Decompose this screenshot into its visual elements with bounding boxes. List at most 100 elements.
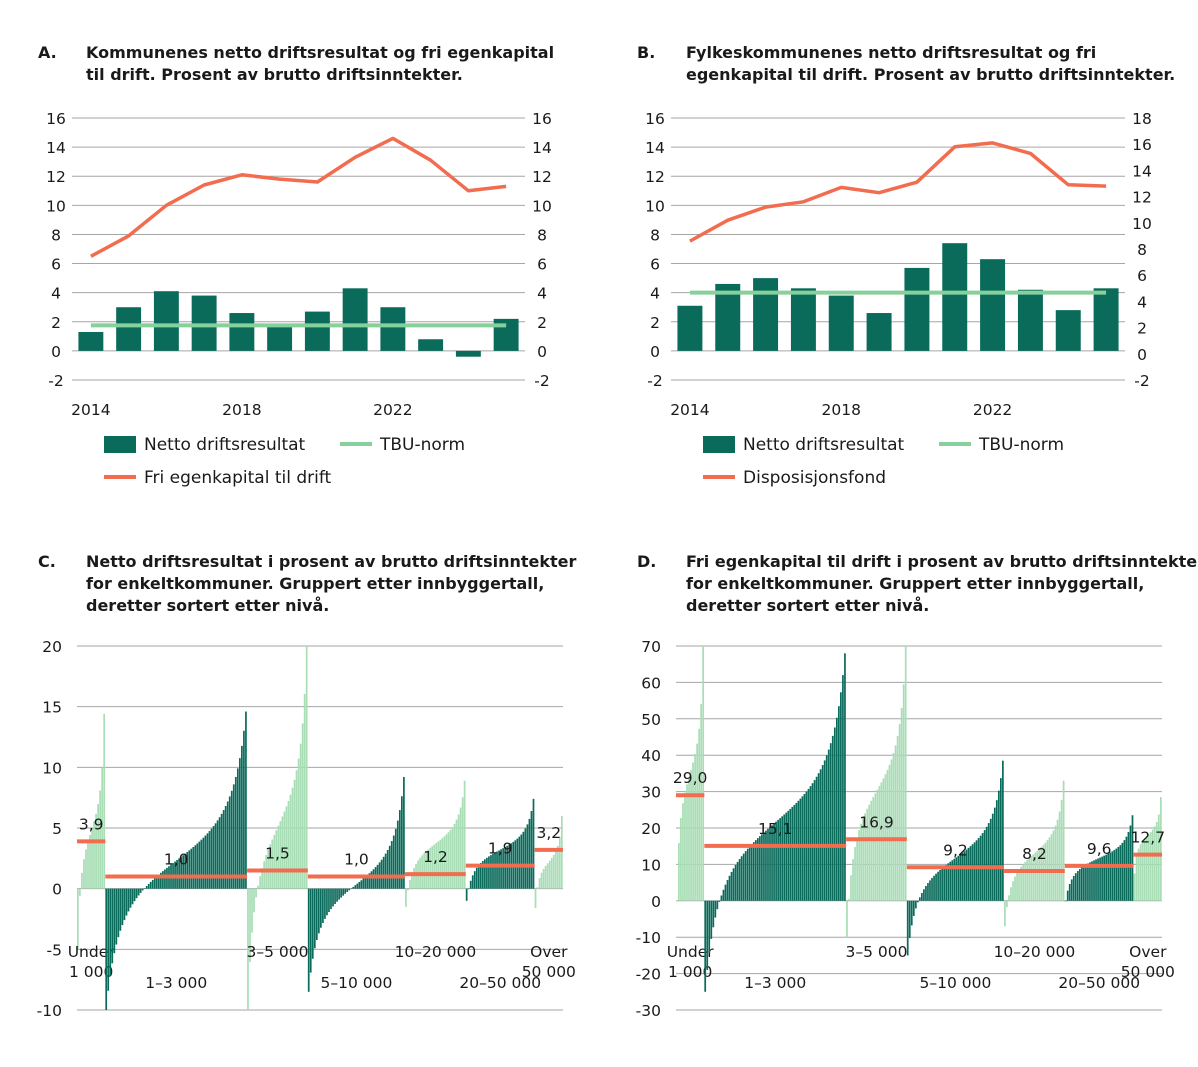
bar-kommune bbox=[704, 900, 707, 992]
bar-kommune bbox=[1032, 854, 1035, 901]
bar-kommune bbox=[874, 793, 877, 901]
bar-kommune bbox=[1117, 847, 1120, 901]
y-tick-right: 14 bbox=[1132, 162, 1152, 180]
mean-label: 9,6 bbox=[1087, 840, 1112, 858]
y-tick: 0 bbox=[52, 881, 62, 899]
bar-kommune bbox=[137, 888, 140, 896]
bar-kommune bbox=[125, 888, 128, 916]
bar-kommune bbox=[423, 853, 425, 889]
bar-kommune bbox=[285, 806, 288, 889]
bar-kommune bbox=[542, 868, 545, 889]
bar-kommune bbox=[742, 853, 745, 901]
bar-kommune bbox=[916, 900, 919, 903]
y-tick-right: 8 bbox=[1137, 241, 1147, 259]
bar-kommune bbox=[939, 869, 941, 901]
bar-kommune bbox=[991, 813, 994, 901]
y-tick-right: 8 bbox=[537, 226, 547, 244]
y-tick: -30 bbox=[636, 1002, 661, 1020]
bar-kommune bbox=[878, 786, 881, 901]
bar-kommune bbox=[89, 834, 91, 889]
bar-kommune bbox=[744, 851, 747, 901]
bar-kommune bbox=[752, 842, 755, 901]
bar-kommune bbox=[1074, 873, 1077, 901]
bar-kommune bbox=[722, 889, 725, 901]
bar-kommune bbox=[789, 808, 792, 901]
bar-kommune bbox=[765, 830, 767, 901]
bar-kommune bbox=[785, 812, 788, 901]
bar-kommune bbox=[295, 770, 298, 889]
y-tick: -10 bbox=[636, 929, 661, 947]
bar-kommune bbox=[164, 869, 166, 889]
bar-kommune bbox=[1093, 860, 1095, 901]
bar-kommune bbox=[275, 830, 278, 889]
panel-title-line: til drift. Prosent av brutto driftsinnte… bbox=[86, 65, 463, 84]
bar-kommune bbox=[973, 842, 976, 901]
bar-kommune bbox=[773, 823, 775, 901]
bar-kommune bbox=[429, 847, 432, 889]
bar-kommune bbox=[1121, 842, 1124, 901]
bar-kommune bbox=[1147, 834, 1150, 901]
bar-kommune bbox=[277, 825, 280, 889]
y-tick-left: 2 bbox=[51, 314, 61, 332]
bar-kommune bbox=[706, 900, 709, 970]
bar-kommune bbox=[415, 863, 417, 889]
bar-kommune bbox=[829, 743, 832, 901]
bar-kommune bbox=[951, 860, 954, 901]
group-2: 1,5 3–5 000 bbox=[246, 646, 308, 1010]
group-0: 29,0 Under 1 000 bbox=[667, 646, 714, 981]
y-tick-right: 12 bbox=[532, 168, 552, 186]
bar-kommune bbox=[212, 826, 215, 889]
bar-kommune bbox=[139, 888, 142, 893]
y-tick: 20 bbox=[42, 638, 62, 656]
y-tick-left: 4 bbox=[51, 285, 61, 303]
y-tick-left: 2 bbox=[650, 314, 660, 332]
bar-kommune bbox=[145, 885, 148, 889]
bar-kommune bbox=[1004, 900, 1006, 927]
bar-kommune bbox=[107, 888, 110, 991]
bar-kommune bbox=[441, 838, 444, 889]
bar-kommune bbox=[121, 888, 124, 926]
bar-kommune bbox=[684, 792, 686, 901]
bar-kommune bbox=[710, 900, 713, 939]
y-tick-right: -2 bbox=[534, 372, 549, 390]
bar-netto-driftsresultat bbox=[904, 267, 930, 351]
bar-kommune bbox=[520, 834, 523, 889]
group-label: 1–3 000 bbox=[145, 974, 207, 992]
bar-kommune bbox=[467, 888, 470, 890]
bar-kommune bbox=[528, 818, 531, 889]
bar-kommune bbox=[896, 736, 899, 901]
y-tick-right: 10 bbox=[1132, 215, 1152, 233]
bar-kommune bbox=[736, 861, 739, 901]
legend-label: Fri egenkapital til drift bbox=[144, 468, 332, 488]
bar-kommune bbox=[872, 797, 875, 901]
bar-kommune bbox=[251, 888, 253, 933]
panel-title-line: Netto driftsresultat i prosent av brutto… bbox=[86, 552, 577, 571]
mean-label: 1,9 bbox=[488, 840, 513, 858]
bar-kommune bbox=[141, 888, 144, 891]
bar-kommune bbox=[281, 816, 284, 889]
y-tick: 30 bbox=[641, 784, 661, 802]
bar-kommune bbox=[1018, 869, 1020, 901]
bar-kommune bbox=[767, 828, 769, 901]
y-tick: 50 bbox=[641, 711, 661, 729]
panel-c: C. Netto driftsresultat i prosent av brut… bbox=[37, 552, 577, 1020]
bar-netto-driftsresultat bbox=[380, 307, 406, 351]
bar-kommune bbox=[97, 804, 99, 889]
bar-kommune bbox=[546, 863, 549, 889]
bar-kommune bbox=[700, 703, 703, 901]
mean-label: 1,0 bbox=[344, 851, 369, 869]
y-tick-right: 14 bbox=[532, 139, 552, 157]
bar-kommune bbox=[1099, 857, 1101, 901]
y-tick-left: 6 bbox=[650, 256, 660, 274]
bar-kommune bbox=[678, 842, 680, 901]
bar-kommune bbox=[188, 850, 191, 889]
group-label: 3–5 000 bbox=[845, 943, 907, 961]
legend-swatch-bar bbox=[104, 436, 136, 453]
bar-kommune bbox=[833, 727, 836, 901]
series-line-fri-egenkapital bbox=[90, 136, 507, 258]
bar-kommune bbox=[498, 850, 500, 889]
bar-kommune bbox=[1072, 875, 1075, 901]
bar-kommune bbox=[324, 888, 326, 919]
bar-kommune bbox=[475, 867, 478, 889]
panel-letter: A. bbox=[38, 43, 57, 62]
